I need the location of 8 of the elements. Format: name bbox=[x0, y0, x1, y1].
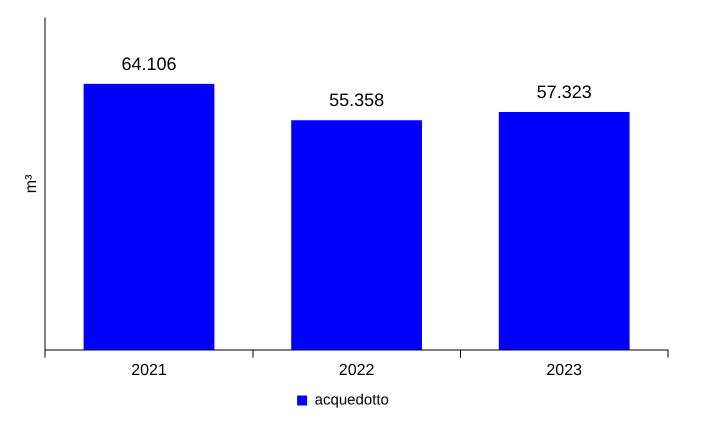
x-tick-label: 2021 bbox=[131, 362, 167, 379]
data-label: 55.358 bbox=[329, 90, 384, 110]
data-label: 64.106 bbox=[121, 54, 177, 74]
data-label: 57.323 bbox=[536, 82, 592, 102]
legend-label: acquedotto bbox=[314, 392, 389, 409]
y-axis-title: m³ bbox=[23, 174, 40, 194]
x-tick-label: 2023 bbox=[546, 362, 582, 379]
x-tick-label: 2022 bbox=[338, 362, 374, 379]
